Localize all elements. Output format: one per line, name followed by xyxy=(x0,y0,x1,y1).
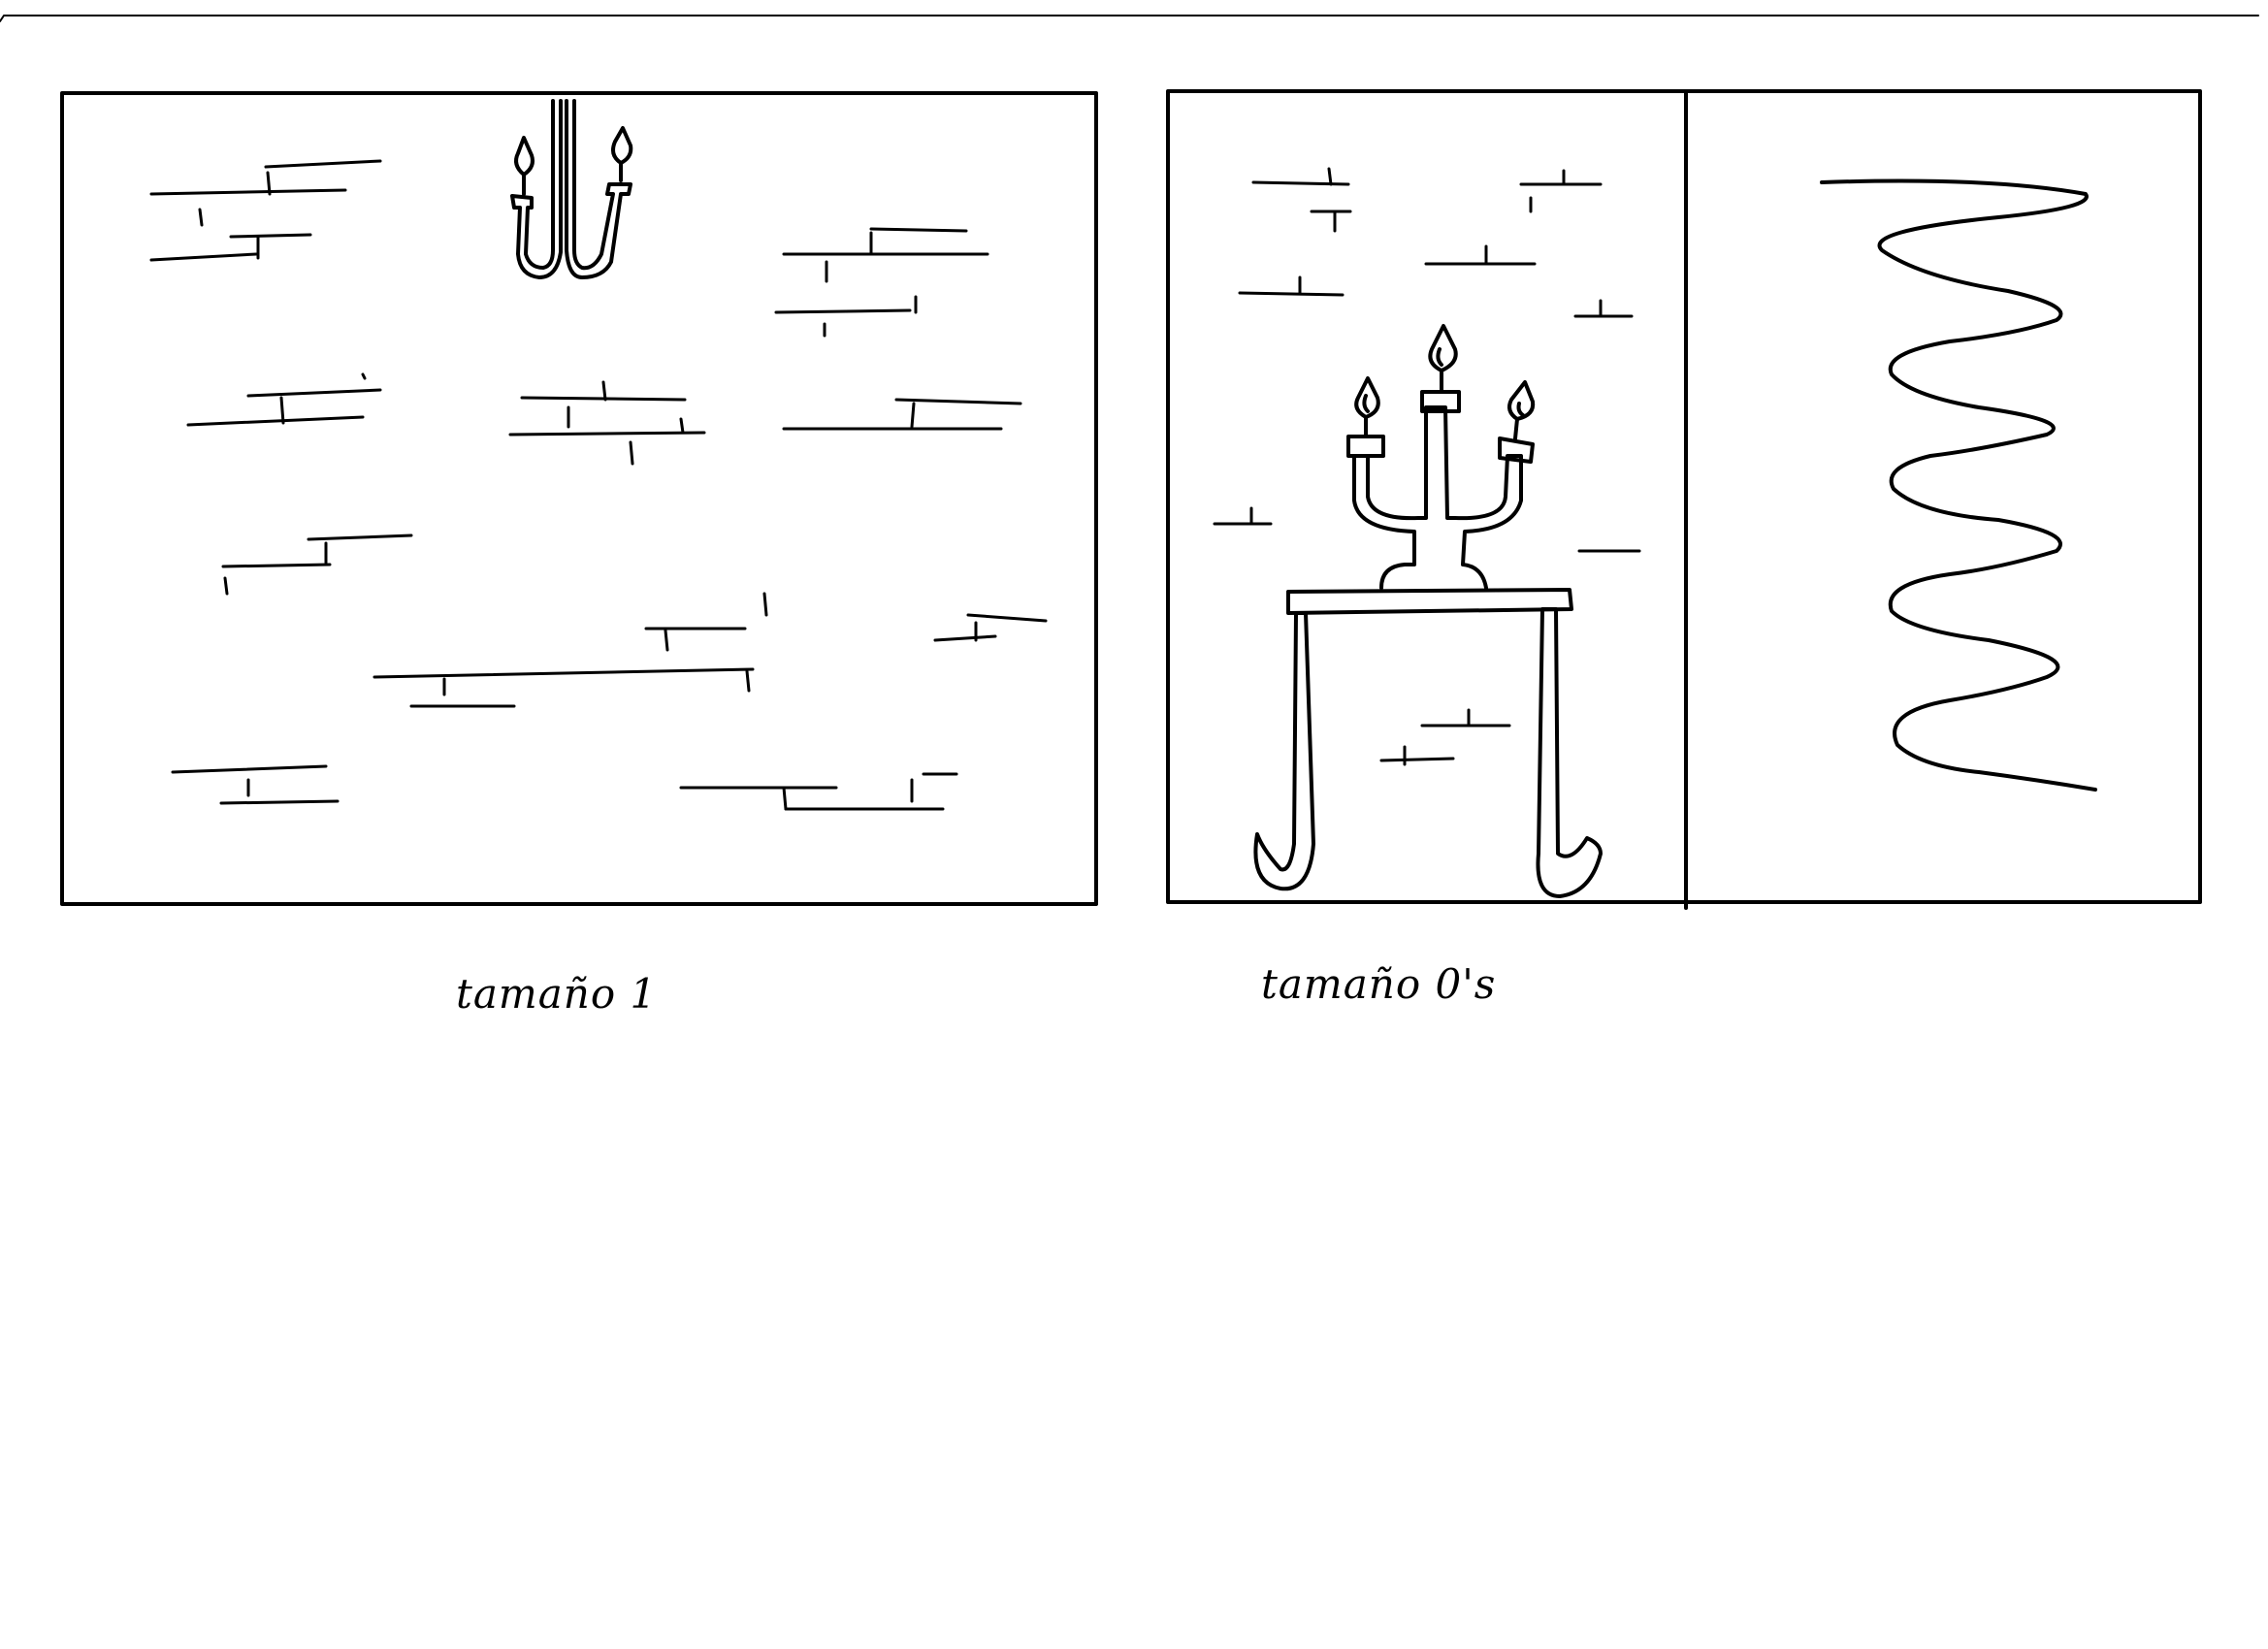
panel-2-caption: tamaño 0's xyxy=(1261,960,1497,1008)
brick-wall-strokes xyxy=(149,159,1048,811)
wavy-curtain-drawing xyxy=(1820,178,2097,792)
brick-wall-strokes xyxy=(1213,167,1641,766)
panel-1-caption: tamaño 1 xyxy=(456,970,658,1018)
candelabra-table-drawing xyxy=(1253,324,1603,898)
page-edge-line xyxy=(0,15,2259,22)
panel-1-frame xyxy=(60,91,1098,906)
panel-1 xyxy=(60,91,1098,906)
chandelier-drawing xyxy=(510,99,633,279)
panel-2 xyxy=(1166,89,2202,910)
